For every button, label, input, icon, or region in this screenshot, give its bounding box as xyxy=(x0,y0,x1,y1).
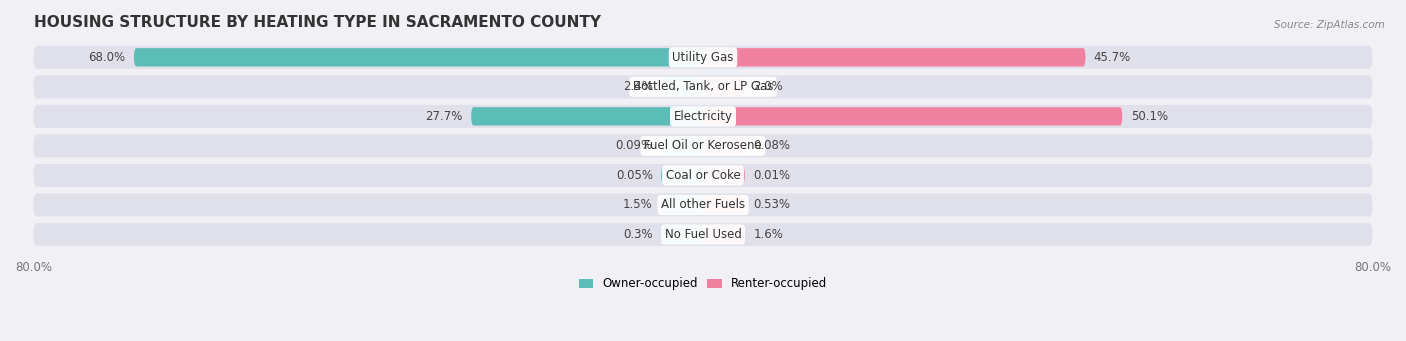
Text: Source: ZipAtlas.com: Source: ZipAtlas.com xyxy=(1274,20,1385,30)
Text: Utility Gas: Utility Gas xyxy=(672,51,734,64)
FancyBboxPatch shape xyxy=(34,134,1372,158)
FancyBboxPatch shape xyxy=(34,223,1372,246)
Text: 0.08%: 0.08% xyxy=(754,139,790,152)
FancyBboxPatch shape xyxy=(34,46,1372,69)
Text: 68.0%: 68.0% xyxy=(89,51,125,64)
Text: 1.6%: 1.6% xyxy=(754,228,783,241)
Text: No Fuel Used: No Fuel Used xyxy=(665,228,741,241)
FancyBboxPatch shape xyxy=(661,166,703,184)
FancyBboxPatch shape xyxy=(34,105,1372,128)
Text: 0.01%: 0.01% xyxy=(754,169,790,182)
FancyBboxPatch shape xyxy=(34,193,1372,217)
Text: 0.53%: 0.53% xyxy=(754,198,790,211)
Text: 0.3%: 0.3% xyxy=(623,228,652,241)
Text: HOUSING STRUCTURE BY HEATING TYPE IN SACRAMENTO COUNTY: HOUSING STRUCTURE BY HEATING TYPE IN SAC… xyxy=(34,15,600,30)
Legend: Owner-occupied, Renter-occupied: Owner-occupied, Renter-occupied xyxy=(574,273,832,295)
FancyBboxPatch shape xyxy=(703,166,745,184)
Text: 1.5%: 1.5% xyxy=(623,198,652,211)
FancyBboxPatch shape xyxy=(703,196,745,214)
Text: 2.4%: 2.4% xyxy=(623,80,652,93)
Text: 45.7%: 45.7% xyxy=(1094,51,1130,64)
Text: All other Fuels: All other Fuels xyxy=(661,198,745,211)
Text: Fuel Oil or Kerosene: Fuel Oil or Kerosene xyxy=(644,139,762,152)
Text: 2.0%: 2.0% xyxy=(754,80,783,93)
FancyBboxPatch shape xyxy=(661,137,703,155)
FancyBboxPatch shape xyxy=(661,196,703,214)
FancyBboxPatch shape xyxy=(34,75,1372,98)
FancyBboxPatch shape xyxy=(703,225,745,243)
Text: Electricity: Electricity xyxy=(673,110,733,123)
FancyBboxPatch shape xyxy=(134,48,703,66)
Text: 0.05%: 0.05% xyxy=(616,169,652,182)
FancyBboxPatch shape xyxy=(703,137,745,155)
FancyBboxPatch shape xyxy=(34,164,1372,187)
FancyBboxPatch shape xyxy=(661,78,703,96)
FancyBboxPatch shape xyxy=(703,48,1085,66)
FancyBboxPatch shape xyxy=(471,107,703,125)
FancyBboxPatch shape xyxy=(703,107,1122,125)
Text: Coal or Coke: Coal or Coke xyxy=(665,169,741,182)
FancyBboxPatch shape xyxy=(661,225,703,243)
FancyBboxPatch shape xyxy=(703,78,745,96)
Text: 50.1%: 50.1% xyxy=(1130,110,1168,123)
Text: 27.7%: 27.7% xyxy=(426,110,463,123)
Text: Bottled, Tank, or LP Gas: Bottled, Tank, or LP Gas xyxy=(633,80,773,93)
Text: 0.09%: 0.09% xyxy=(616,139,652,152)
